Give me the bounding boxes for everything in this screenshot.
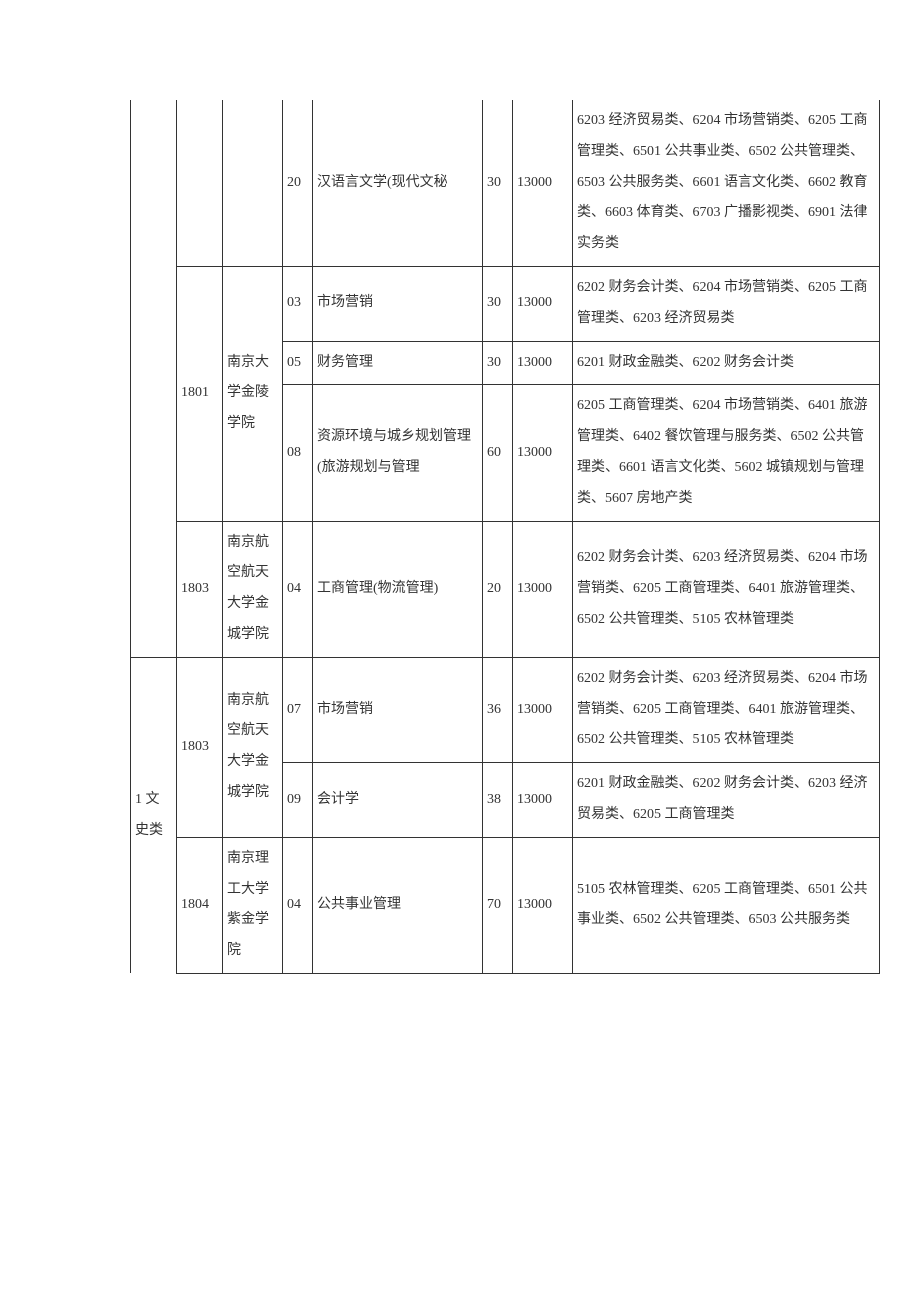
cell-requirements: 6203 经济贸易类、6204 市场营销类、6205 工商管理类、6501 公共…: [573, 100, 880, 266]
cell-school-code: 1803: [177, 521, 223, 657]
cell-major-name: 公共事业管理: [313, 837, 483, 973]
cell-major-name: 市场营销: [313, 266, 483, 341]
cell-school-name: [223, 100, 283, 266]
cell-category: [131, 100, 177, 657]
cell-requirements: 6201 财政金融类、6202 财务会计类: [573, 341, 880, 385]
cell-major-name: 资源环境与城乡规划管理(旅游规划与管理: [313, 385, 483, 521]
cell-tuition: 13000: [513, 385, 573, 521]
cell-major-code: 04: [283, 521, 313, 657]
table-row: 1804 南京理工大学紫金学院 04 公共事业管理 70 13000 5105 …: [131, 837, 880, 973]
cell-requirements: 6201 财政金融类、6202 财务会计类、6203 经济贸易类、6205 工商…: [573, 763, 880, 838]
cell-major-code: 05: [283, 341, 313, 385]
cell-school-code: 1801: [177, 266, 223, 521]
cell-major-code: 03: [283, 266, 313, 341]
cell-major-code: 04: [283, 837, 313, 973]
table-row: 1803 南京航空航天大学金城学院 04 工商管理(物流管理) 20 13000…: [131, 521, 880, 657]
cell-major-code: 09: [283, 763, 313, 838]
cell-tuition: 13000: [513, 837, 573, 973]
cell-category: 1 文史类: [131, 657, 177, 973]
cell-school-name: 南京大学金陵学院: [223, 266, 283, 521]
cell-quota: 30: [483, 341, 513, 385]
cell-tuition: 13000: [513, 341, 573, 385]
cell-quota: 30: [483, 100, 513, 266]
cell-quota: 60: [483, 385, 513, 521]
cell-major-name: 工商管理(物流管理): [313, 521, 483, 657]
table-row: 1801 南京大学金陵学院 03 市场营销 30 13000 6202 财务会计…: [131, 266, 880, 341]
data-table: 20 汉语言文学(现代文秘 30 13000 6203 经济贸易类、6204 市…: [130, 100, 880, 974]
cell-school-code: [177, 100, 223, 266]
cell-major-code: 08: [283, 385, 313, 521]
cell-tuition: 13000: [513, 657, 573, 762]
cell-major-code: 07: [283, 657, 313, 762]
cell-school-name: 南京理工大学紫金学院: [223, 837, 283, 973]
cell-requirements: 6205 工商管理类、6204 市场营销类、6401 旅游管理类、6402 餐饮…: [573, 385, 880, 521]
cell-school-code: 1803: [177, 657, 223, 837]
cell-major-name: 财务管理: [313, 341, 483, 385]
cell-major-name: 会计学: [313, 763, 483, 838]
cell-major-name: 汉语言文学(现代文秘: [313, 100, 483, 266]
cell-major-code: 20: [283, 100, 313, 266]
cell-school-name: 南京航空航天大学金城学院: [223, 521, 283, 657]
cell-tuition: 13000: [513, 100, 573, 266]
table-row: 20 汉语言文学(现代文秘 30 13000 6203 经济贸易类、6204 市…: [131, 100, 880, 266]
cell-requirements: 5105 农林管理类、6205 工商管理类、6501 公共事业类、6502 公共…: [573, 837, 880, 973]
page: 20 汉语言文学(现代文秘 30 13000 6203 经济贸易类、6204 市…: [0, 0, 920, 1034]
cell-requirements: 6202 财务会计类、6203 经济贸易类、6204 市场营销类、6205 工商…: [573, 657, 880, 762]
cell-major-name: 市场营销: [313, 657, 483, 762]
table-row: 1 文史类 1803 南京航空航天大学金城学院 07 市场营销 36 13000…: [131, 657, 880, 762]
cell-quota: 30: [483, 266, 513, 341]
cell-school-name: 南京航空航天大学金城学院: [223, 657, 283, 837]
cell-requirements: 6202 财务会计类、6204 市场营销类、6205 工商管理类、6203 经济…: [573, 266, 880, 341]
cell-requirements: 6202 财务会计类、6203 经济贸易类、6204 市场营销类、6205 工商…: [573, 521, 880, 657]
cell-tuition: 13000: [513, 763, 573, 838]
cell-school-code: 1804: [177, 837, 223, 973]
cell-tuition: 13000: [513, 521, 573, 657]
cell-quota: 36: [483, 657, 513, 762]
cell-quota: 70: [483, 837, 513, 973]
cell-tuition: 13000: [513, 266, 573, 341]
cell-quota: 38: [483, 763, 513, 838]
cell-quota: 20: [483, 521, 513, 657]
